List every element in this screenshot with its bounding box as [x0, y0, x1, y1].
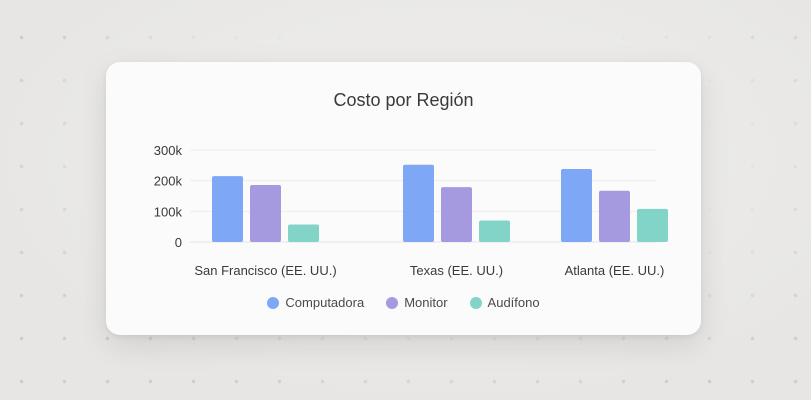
bar — [561, 169, 592, 242]
legend-item: Monitor — [386, 295, 448, 310]
chart-title: Costo por Región — [333, 90, 474, 110]
chart-card: Costo por Región 0 100k 200k 300k San Franci… — [106, 62, 701, 335]
y-tick-label: 100k — [154, 204, 183, 219]
legend-label: Audífono — [487, 295, 540, 310]
chart-legend: Computadora Monitor Audífono — [106, 295, 701, 310]
bar — [212, 176, 243, 242]
bar — [403, 164, 434, 242]
bar — [479, 220, 510, 242]
bar — [599, 190, 630, 242]
legend-item: Audífono — [469, 295, 540, 310]
y-tick-label: 300k — [154, 143, 183, 158]
x-category-label: San Francisco (EE. UU.) — [194, 263, 336, 278]
legend-swatch — [267, 296, 280, 309]
y-tick-label: 0 — [175, 235, 182, 250]
x-category-label: Texas (EE. UU.) — [410, 263, 503, 278]
bar — [441, 187, 472, 242]
x-category-label: Atlanta (EE. UU.) — [565, 263, 665, 278]
legend-swatch — [469, 296, 482, 309]
bar — [250, 184, 281, 242]
bar — [637, 208, 668, 242]
legend-item: Computadora — [267, 295, 364, 310]
y-tick-label: 200k — [154, 174, 183, 189]
bar-chart: 0 100k 200k 300k San Francisco (EE. UU.) Texa… — [154, 143, 668, 278]
legend-label: Monitor — [404, 295, 448, 310]
legend-label: Computadora — [285, 295, 365, 310]
legend-swatch — [386, 296, 399, 309]
bar — [288, 224, 319, 242]
